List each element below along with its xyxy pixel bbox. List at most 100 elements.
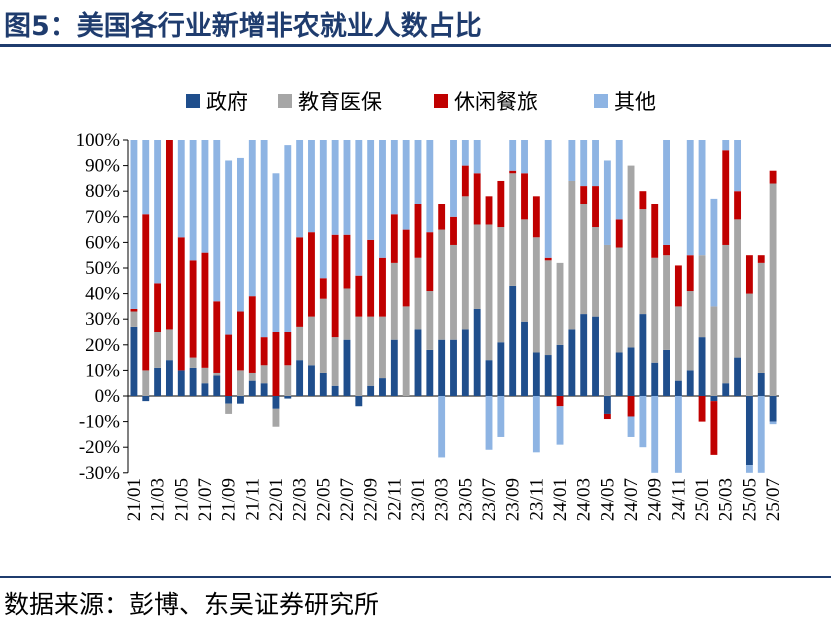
- bar-segment: [201, 383, 209, 396]
- bar-segment: [450, 140, 457, 217]
- legend-label: 休闲餐旅: [454, 90, 538, 114]
- x-tick-label: 22/01: [266, 478, 287, 521]
- bar-segment: [521, 173, 528, 220]
- bar-segment: [769, 421, 777, 425]
- x-tick-label: 23/03: [432, 478, 453, 521]
- bar-segment: [284, 396, 292, 399]
- x-tick-label: 22/03: [290, 478, 311, 521]
- bar-segment: [592, 227, 599, 317]
- bar-segment: [556, 396, 564, 407]
- bar-segment: [627, 165, 635, 348]
- x-tick-label: 25/05: [739, 478, 760, 521]
- bar-segment: [390, 140, 398, 215]
- bar-segment: [734, 191, 742, 220]
- bar-segment: [213, 375, 221, 396]
- x-tick-label: 21/09: [219, 478, 240, 521]
- bar-segment: [165, 329, 173, 361]
- title-rule: [0, 44, 831, 47]
- y-tick-label: 70%: [85, 207, 120, 228]
- y-tick-label: 50%: [85, 258, 120, 279]
- bar-segment: [355, 140, 363, 276]
- bar-segment: [201, 140, 209, 253]
- bar-segment: [485, 360, 493, 396]
- y-tick-label: 60%: [85, 232, 120, 253]
- bar-segment: [201, 252, 209, 368]
- bar-segment: [154, 140, 162, 284]
- bar-segment: [710, 396, 718, 402]
- bar-segment: [580, 186, 588, 204]
- y-tick-label: 10%: [85, 360, 120, 381]
- bar-segment: [521, 219, 528, 322]
- bar-segment: [757, 396, 765, 473]
- bar-segment: [544, 260, 552, 356]
- x-tick-label: 25/03: [716, 478, 737, 521]
- bar-segment: [355, 396, 363, 407]
- bar-segment: [521, 140, 528, 174]
- bar-segment: [367, 140, 375, 240]
- bar-segment: [592, 140, 599, 187]
- bar-segment: [509, 285, 517, 396]
- y-tick-labels: 100% 90% 80% 70% 60% 50% 40% 30% 20% 10% 0% -10% -20…: [76, 130, 121, 484]
- bar-segment: [556, 406, 564, 445]
- x-tick-label: 21/01: [124, 478, 145, 521]
- bar-segment: [745, 255, 753, 294]
- bar-segment: [248, 140, 256, 297]
- bar-segment: [769, 396, 777, 422]
- bar-segment: [769, 183, 777, 396]
- bar-segment: [319, 372, 327, 396]
- bar-segment: [296, 140, 304, 238]
- bar-segment: [154, 367, 162, 396]
- bar-segment: [461, 140, 469, 166]
- bar-segment: [189, 260, 197, 358]
- x-tick-label: 24/01: [550, 478, 571, 521]
- bar-segment: [461, 165, 469, 197]
- bar-segment: [639, 314, 647, 396]
- bar-segment: [532, 196, 540, 238]
- bar-segment: [284, 365, 292, 396]
- bar-segment: [615, 247, 623, 353]
- bar-segment: [639, 396, 647, 448]
- bar-segment: [769, 170, 777, 184]
- bar-segment: [734, 140, 742, 192]
- bar-segment: [473, 308, 481, 396]
- bar-segment: [473, 140, 481, 174]
- bar-segment: [438, 396, 446, 458]
- bar-segment: [379, 316, 386, 379]
- bar-segment: [284, 145, 292, 332]
- legend-swatch: [278, 94, 292, 108]
- bar-segment: [260, 337, 268, 366]
- bar-segment: [319, 140, 327, 279]
- bar-segment: [603, 413, 611, 420]
- bar-segment: [485, 224, 493, 361]
- bar-segment: [734, 357, 742, 396]
- bar-segment: [260, 140, 268, 338]
- bar-segment: [651, 396, 659, 473]
- bar-segment: [438, 204, 446, 230]
- bar-segment: [414, 204, 422, 258]
- x-tick-label: 21/05: [171, 478, 192, 521]
- bar-segment: [331, 234, 339, 338]
- bar-segment: [651, 257, 659, 363]
- bar-segment: [698, 337, 706, 396]
- bar-segment: [414, 140, 422, 204]
- bar-segment: [674, 396, 682, 473]
- bar-segment: [130, 308, 138, 312]
- bar-segment: [615, 352, 623, 396]
- bar-segment: [686, 140, 694, 256]
- y-tick-label: 100%: [76, 130, 121, 151]
- bar-segment: [308, 316, 315, 366]
- x-tick-label: 21/07: [195, 478, 216, 521]
- bar-segment: [544, 140, 552, 258]
- bar-segment: [177, 370, 185, 396]
- source-note: 数据来源：彭博、东吴证券研究所: [4, 590, 380, 619]
- bar-segment: [497, 180, 505, 228]
- bar-segment: [651, 362, 659, 396]
- bar-segment: [532, 352, 540, 396]
- bar-segment: [189, 357, 197, 368]
- bar-segment: [272, 396, 280, 409]
- bar-segment: [130, 140, 138, 309]
- y-tick-label: -10%: [79, 412, 120, 433]
- bar-segment: [698, 396, 706, 422]
- bar-segment: [165, 140, 173, 330]
- bar-segment: [201, 367, 209, 384]
